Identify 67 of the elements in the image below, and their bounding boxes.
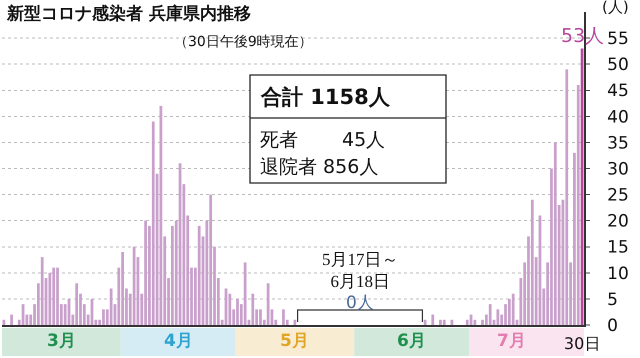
y-tick-label: 45 bbox=[607, 81, 629, 102]
y-tick-label: 35 bbox=[607, 133, 629, 154]
bar bbox=[244, 262, 247, 325]
bar bbox=[152, 122, 155, 325]
bar bbox=[2, 320, 6, 325]
bar bbox=[209, 194, 212, 325]
y-tick-label: 40 bbox=[607, 107, 629, 128]
bar bbox=[439, 320, 442, 325]
bar bbox=[424, 320, 426, 325]
annotation: 退院者 856人 bbox=[260, 156, 378, 178]
y-axis-title: (人) bbox=[602, 0, 629, 16]
bar bbox=[90, 298, 94, 325]
annotation: 合計 1158人 bbox=[260, 85, 391, 109]
y-tick-label: 20 bbox=[607, 212, 629, 232]
y-tick-label: 30 bbox=[607, 159, 629, 180]
bar bbox=[236, 298, 239, 325]
text: 5月 bbox=[280, 331, 309, 351]
bar bbox=[251, 294, 254, 325]
text: 6月 bbox=[397, 331, 426, 351]
bar bbox=[132, 246, 136, 325]
bar bbox=[110, 288, 112, 325]
y-tick-label: 15 bbox=[607, 238, 629, 258]
y-tick-label: 0 bbox=[607, 316, 618, 336]
bar bbox=[198, 226, 201, 325]
bar bbox=[565, 69, 568, 325]
text: 7月 bbox=[497, 331, 526, 351]
bar bbox=[52, 268, 56, 325]
bar bbox=[22, 304, 24, 325]
bar bbox=[538, 215, 542, 325]
annotation: 5月17日～ 6月18日 bbox=[322, 250, 398, 292]
y-tick-label: 25 bbox=[607, 186, 629, 206]
bar bbox=[576, 85, 580, 325]
text: 4月 bbox=[164, 331, 193, 351]
bar bbox=[580, 48, 584, 325]
bar bbox=[224, 288, 228, 325]
bar bbox=[266, 283, 270, 325]
y-tick-label: 55 bbox=[607, 29, 629, 50]
bar bbox=[102, 309, 105, 325]
bar bbox=[512, 294, 515, 325]
bar bbox=[294, 320, 296, 325]
bar bbox=[496, 309, 500, 325]
x-tick-label: 30日 bbox=[564, 334, 600, 353]
bar bbox=[488, 304, 492, 325]
bar bbox=[530, 200, 534, 325]
bar bbox=[121, 252, 124, 325]
bar bbox=[450, 320, 454, 325]
bar bbox=[56, 268, 59, 325]
bar bbox=[470, 314, 472, 325]
bar bbox=[178, 163, 182, 325]
bar bbox=[40, 257, 44, 325]
bar bbox=[10, 314, 13, 325]
bar bbox=[259, 309, 262, 325]
bar bbox=[431, 314, 434, 325]
y-tick-label: 5 bbox=[607, 290, 618, 310]
bar bbox=[554, 142, 557, 325]
y-tick-label: 10 bbox=[607, 264, 629, 284]
bar bbox=[68, 298, 70, 325]
text: 3月 bbox=[47, 331, 76, 351]
bar bbox=[282, 309, 285, 325]
bar bbox=[160, 106, 162, 325]
bar bbox=[75, 283, 78, 325]
text: （30日午後9時現在） bbox=[174, 34, 313, 50]
chart-title: 新型コロナ感染者 兵庫県内推移 bbox=[6, 4, 251, 24]
y-tick-label: 50 bbox=[607, 55, 629, 76]
annotation: 死者 45人 bbox=[260, 129, 386, 151]
annotation: 0人 bbox=[346, 293, 374, 313]
bar bbox=[144, 220, 147, 325]
